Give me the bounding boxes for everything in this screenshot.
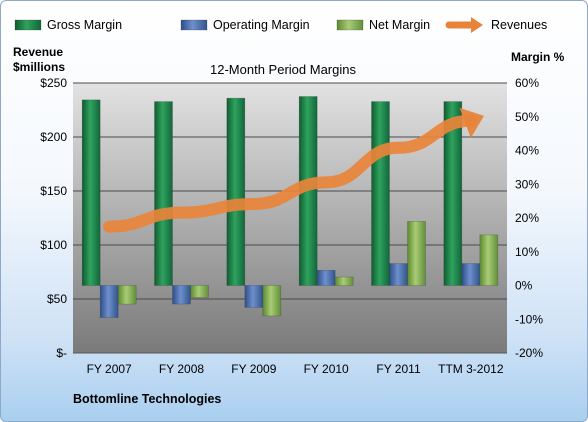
bar-gross-margin bbox=[81, 99, 101, 286]
bar-operating-margin bbox=[461, 263, 481, 286]
company-name: Bottomline Technologies bbox=[73, 392, 221, 406]
bar-operating-margin bbox=[99, 285, 119, 318]
legend-swatch-net-margin bbox=[336, 19, 364, 31]
right-axis-ticks: -20% -10% 0% 10% 20% 30% 40% 50% 60% bbox=[515, 76, 543, 360]
bar-operating-margin bbox=[172, 285, 191, 305]
right-tick-label: 50% bbox=[515, 110, 539, 124]
bar-gross-margin bbox=[371, 101, 390, 286]
category-label: FY 2011 bbox=[376, 362, 421, 376]
legend: Gross Margin Operating Margin Net Margin Re… bbox=[14, 17, 547, 33]
legend-label: Net Margin bbox=[369, 18, 430, 32]
legend-swatch-operating-margin bbox=[180, 19, 208, 31]
bar-net-margin bbox=[117, 285, 137, 305]
bar-net-margin bbox=[262, 285, 282, 317]
left-axis-label-line1: Revenue bbox=[13, 45, 63, 59]
right-tick-label: 0% bbox=[515, 279, 533, 293]
legend-label: Operating Margin bbox=[213, 18, 310, 32]
bar-operating-margin bbox=[316, 270, 336, 286]
left-tick-label: $150 bbox=[40, 184, 67, 198]
left-tick-label: $- bbox=[56, 346, 67, 360]
bar-net-margin bbox=[190, 285, 209, 298]
bar-gross-margin bbox=[443, 101, 463, 286]
right-tick-label: 60% bbox=[515, 76, 539, 90]
bar-gross-margin bbox=[226, 97, 246, 286]
bar-net-margin bbox=[479, 234, 499, 286]
bar-operating-margin bbox=[389, 263, 408, 286]
legend-swatch-gross-margin bbox=[14, 19, 42, 31]
chart-title: 12-Month Period Margins bbox=[210, 62, 356, 77]
left-tick-label: $50 bbox=[47, 292, 67, 306]
bar-net-margin bbox=[407, 221, 426, 286]
right-axis-label: Margin % bbox=[511, 50, 565, 64]
legend-arrow-icon bbox=[471, 17, 483, 33]
right-tick-label: 40% bbox=[515, 144, 539, 158]
left-tick-label: $100 bbox=[40, 238, 67, 252]
revenue-line bbox=[103, 114, 477, 233]
category-label: TTM 3-2012 bbox=[438, 362, 504, 376]
revenue-arrowhead bbox=[459, 107, 484, 138]
revenue-line-group bbox=[103, 107, 484, 233]
category-label: FY 2010 bbox=[304, 362, 349, 376]
left-tick-label: $250 bbox=[40, 76, 67, 90]
left-axis-ticks: $- $50 $100 $150 $200 $250 bbox=[40, 76, 67, 360]
bar-gross-margin bbox=[154, 101, 173, 286]
legend-label: Revenues bbox=[491, 18, 547, 32]
bar-net-margin bbox=[334, 276, 354, 286]
legend-label: Gross Margin bbox=[47, 18, 122, 32]
bars-group bbox=[81, 96, 499, 318]
category-labels: FY 2007 FY 2008 FY 2009 FY 2010 FY 2011 TTM 3… bbox=[87, 362, 504, 376]
right-tick-label: 30% bbox=[515, 177, 539, 191]
left-tick-label: $200 bbox=[40, 130, 67, 144]
category-label: FY 2008 bbox=[159, 362, 204, 376]
category-label: FY 2009 bbox=[231, 362, 276, 376]
right-tick-label: 10% bbox=[515, 245, 539, 259]
right-tick-label: -10% bbox=[515, 312, 543, 326]
left-axis-label-line2: $millions bbox=[13, 60, 65, 74]
category-label: FY 2007 bbox=[87, 362, 132, 376]
right-tick-label: 20% bbox=[515, 211, 539, 225]
bar-operating-margin bbox=[244, 285, 264, 308]
right-tick-label: -20% bbox=[515, 346, 543, 360]
